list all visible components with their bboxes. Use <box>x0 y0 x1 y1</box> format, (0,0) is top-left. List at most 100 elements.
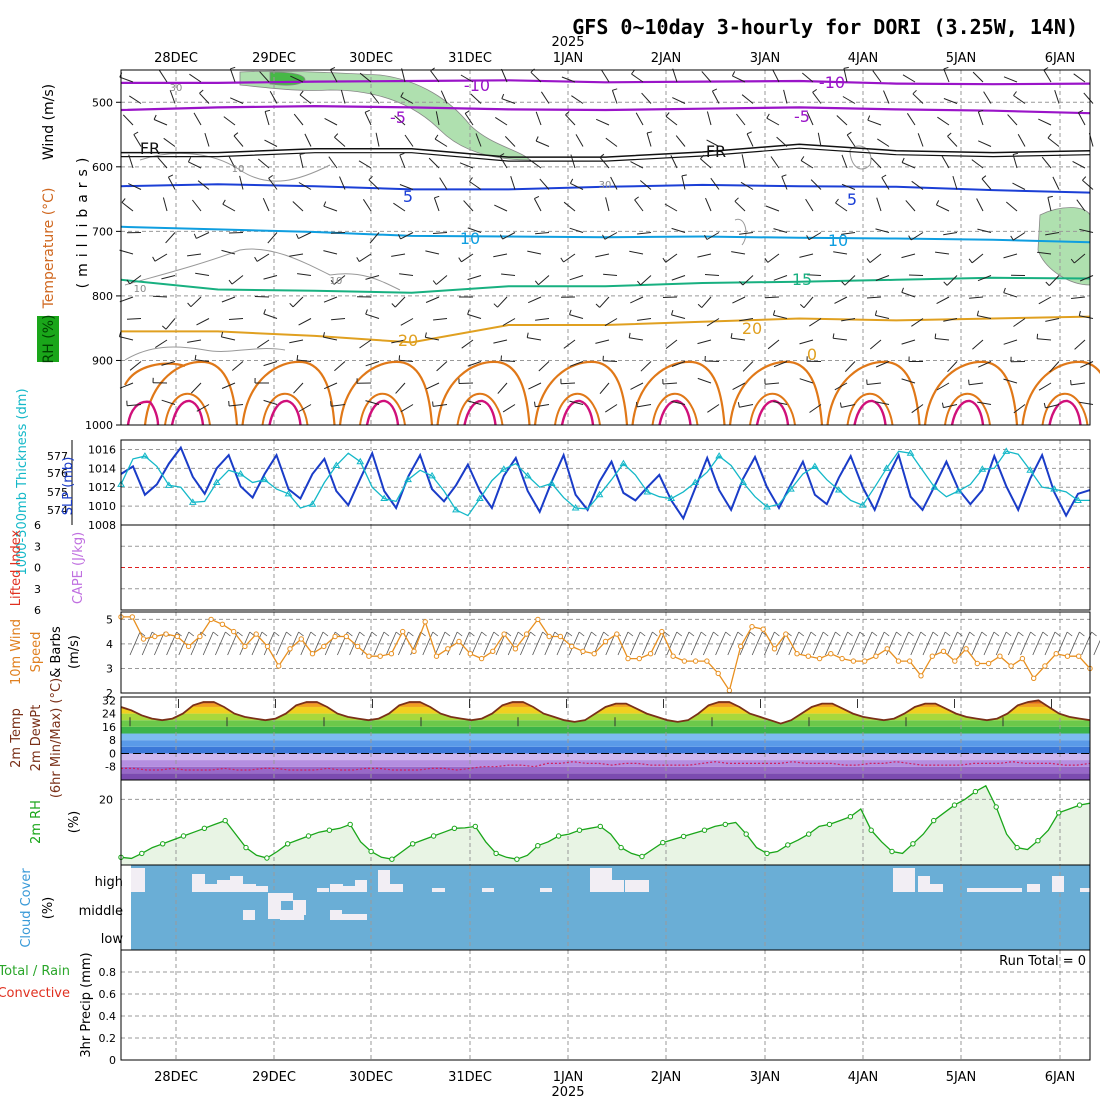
surface-wind-barb-flag <box>957 632 962 636</box>
surface-wind-barb-flag <box>909 632 914 636</box>
rh-marker <box>869 828 873 832</box>
wind-barb <box>224 117 235 125</box>
precip-axis-labels: 3hr Precip (mm) <box>79 952 94 1057</box>
wind-speed-marker <box>615 632 619 636</box>
wind-barb <box>942 156 949 168</box>
wind-barb <box>1013 183 1026 189</box>
temperature-color-band <box>121 740 1090 747</box>
rh2m-axis-label: 2m RH <box>29 800 44 844</box>
wind-barb <box>875 315 889 318</box>
wind-barb-flag <box>902 288 904 293</box>
wind-barb <box>663 297 677 298</box>
wind-barb <box>538 276 549 285</box>
wind-barb <box>300 154 303 168</box>
rh-contour-line <box>125 347 285 360</box>
wind-barb <box>564 202 575 211</box>
wind-barb-flag <box>200 90 204 93</box>
wind-barb <box>323 251 337 254</box>
surface-wind-barb-flag <box>299 632 304 636</box>
wind-barb <box>229 405 243 407</box>
wind-speed-marker <box>547 634 551 638</box>
rh-marker <box>556 834 560 838</box>
wind-barb <box>400 155 405 168</box>
temperature-contour-35 <box>562 401 593 425</box>
wind-speed-marker <box>863 659 867 663</box>
wind-speed-marker <box>941 649 945 653</box>
wind-barb-flag <box>738 402 739 407</box>
wind-barb <box>605 233 617 240</box>
contour-label: 0 <box>807 345 817 364</box>
cloud-cover-cell <box>243 884 256 892</box>
temperature-color-band <box>121 767 1090 774</box>
rh-marker <box>973 789 977 793</box>
surface-wind-barb-flag <box>274 632 279 636</box>
top-date-label: 29DEC <box>252 51 296 66</box>
bottom-date-label: 4JAN <box>848 1070 879 1085</box>
wind-barb <box>977 402 991 404</box>
cloud-middle-label: middle <box>79 904 123 919</box>
wind-barb-flag <box>433 402 434 407</box>
wind-barb-flag <box>833 333 834 338</box>
surface-wind-barb-flag <box>652 632 657 636</box>
cloud-cover-cell <box>131 868 145 892</box>
wind-speed-marker <box>637 656 641 660</box>
wind-barb <box>647 133 651 147</box>
wind-barb <box>154 120 167 126</box>
wind-barb-flag <box>162 326 166 329</box>
rh-marker <box>1015 845 1019 849</box>
wind-barb <box>605 405 617 413</box>
wind-barb-flag <box>221 332 222 337</box>
wind-speed-marker <box>671 654 675 658</box>
rh-marker <box>765 851 769 855</box>
wind-speed-marker <box>682 659 686 663</box>
surface-wind-barb-flag <box>726 632 731 636</box>
wind-barb <box>936 205 949 211</box>
surface-wind-barb-flag <box>604 632 609 636</box>
wind-speed-marker <box>389 652 393 656</box>
wind-speed-marker <box>243 644 247 648</box>
wind-barb <box>305 134 311 147</box>
contour-label: 5 <box>403 187 413 206</box>
rh-marker <box>619 845 623 849</box>
wind-barb-flag <box>1048 196 1053 197</box>
wind-barb <box>630 297 643 303</box>
wind-barb <box>835 297 848 303</box>
wind-barb <box>122 202 133 211</box>
wind-barb <box>672 276 685 281</box>
wind-barb <box>399 274 413 276</box>
wind-barb <box>631 383 644 389</box>
temperature-contour-minus5 <box>121 106 1090 113</box>
wind-barb-flag <box>297 355 298 360</box>
surface-wind-barb-flag <box>811 632 816 636</box>
wind-speed-marker <box>164 632 168 636</box>
rh-axis-label: RH (%) <box>41 315 57 364</box>
wind-barb <box>735 201 745 211</box>
surface-wind-barb-flag <box>872 632 877 636</box>
wind-barb <box>564 254 576 262</box>
wind-tick-label: 5 <box>106 613 113 626</box>
wind-barb <box>535 233 549 234</box>
wind-barb-flag <box>300 91 303 95</box>
rh-marker <box>265 856 269 860</box>
wind-barb <box>774 229 788 233</box>
wind-barb <box>359 254 371 262</box>
rh-marker <box>848 815 852 819</box>
wind-barb-flag <box>1004 288 1006 293</box>
wind-barb <box>1048 197 1051 211</box>
surface-wind-barb-flag <box>579 632 584 636</box>
rh-area <box>121 786 1090 865</box>
wind-barb <box>868 120 881 125</box>
wind-barb-flag <box>425 333 426 338</box>
wind-barb <box>366 314 379 318</box>
wind-barb <box>289 254 303 256</box>
wind-barb <box>768 340 779 349</box>
wind-barb <box>159 70 167 82</box>
cloud-high-label: high <box>95 875 123 890</box>
wind-speed-marker <box>795 652 799 656</box>
surface-wind-barb-flag <box>738 632 743 636</box>
wind-barb <box>264 276 278 280</box>
temperature-tick-label: 8 <box>109 734 116 747</box>
